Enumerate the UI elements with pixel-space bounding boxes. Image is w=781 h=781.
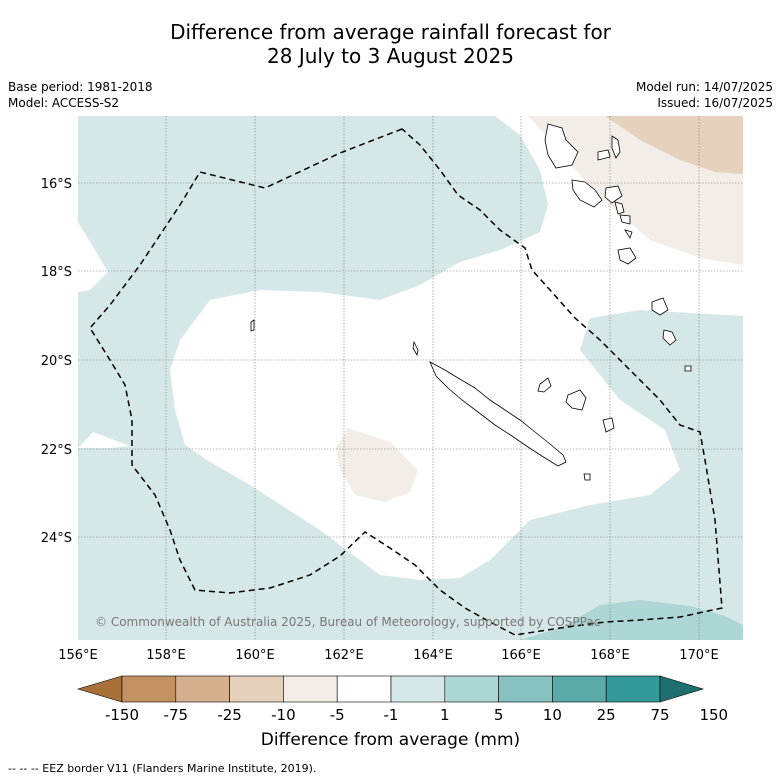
- map-area: © Commonwealth of Australia 2025, Bureau…: [78, 116, 743, 640]
- colorbar-tick-label: 5: [494, 706, 504, 724]
- lon-label-166e: 166°E: [501, 648, 541, 663]
- colorbar-cell: [175, 675, 230, 703]
- copyright-notice: © Commonwealth of Australia 2025, Bureau…: [95, 615, 600, 629]
- new-caledonia-main-island: [429, 361, 567, 467]
- colorbar-tick-label: -25: [217, 706, 242, 724]
- colorbar-tick-label: -75: [164, 706, 189, 724]
- colorbar-tick-label: 75: [650, 706, 669, 724]
- colorbar-arrow-left: [76, 675, 123, 703]
- white-notch-west-2: [78, 432, 130, 448]
- colorbar-tick-label: -5: [330, 706, 345, 724]
- graticule: [78, 116, 743, 640]
- colorbar-cell: [229, 675, 284, 703]
- colorbar: -150 -75 -25 -10 -5 -1 1 5 10 25 75 150: [76, 675, 728, 724]
- lon-label-156e: 156°E: [58, 648, 98, 663]
- title-line-2: 28 July to 3 August 2025: [267, 44, 514, 68]
- teal-region-west: [78, 116, 743, 640]
- vanuatu-islands: [544, 123, 692, 372]
- mare-island: [602, 417, 615, 433]
- dry-region-northeast-strong: [605, 116, 743, 174]
- colorbar-tick-label: -150: [105, 706, 139, 724]
- colorbar-tick-label: 25: [597, 706, 616, 724]
- lat-label-18s: 18°S: [41, 265, 72, 280]
- colorbar-cell: [498, 675, 553, 703]
- model-name: Model: ACCESS-S2: [8, 96, 120, 110]
- lon-label-170e: 170°E: [679, 648, 719, 663]
- white-notch-west-1: [78, 222, 108, 292]
- ouvea-island: [537, 377, 552, 393]
- lon-label-158e: 158°E: [146, 648, 186, 663]
- lon-label-164e: 164°E: [413, 648, 453, 663]
- dry-region-central: [336, 428, 418, 502]
- isle-of-pines: [583, 473, 591, 481]
- colorbar-cell: [121, 675, 177, 703]
- colorbar-arrow-right: [659, 675, 705, 703]
- colorbar-cell: [444, 675, 499, 703]
- lon-label-168e: 168°E: [590, 648, 630, 663]
- lon-label-162e: 162°E: [324, 648, 364, 663]
- eez-border-legend: -- -- -- EEZ border V11 (Flanders Marine…: [8, 762, 317, 775]
- chesterfield-islet: [250, 319, 255, 332]
- lat-label-20s: 20°S: [41, 354, 72, 369]
- colorbar-tick-label: 1: [440, 706, 450, 724]
- lon-label-160e: 160°E: [235, 648, 275, 663]
- lat-label-24s: 24°S: [41, 531, 72, 546]
- lat-label-22s: 22°S: [41, 443, 72, 458]
- colorbar-tick-label: 150: [699, 706, 728, 724]
- colorbar-cell: [283, 675, 338, 703]
- longitude-labels: 156°E 158°E 160°E 162°E 164°E 166°E 168°…: [58, 648, 719, 663]
- colorbar-title: Difference from average (mm): [260, 730, 521, 750]
- lat-label-16s: 16°S: [41, 177, 72, 192]
- colorbar-tick-label: -10: [271, 706, 296, 724]
- title-line-1: Difference from average rainfall forecas…: [170, 20, 611, 44]
- base-period: Base period: 1981-2018: [8, 80, 153, 94]
- model-run: Model run: 14/07/2025: [635, 80, 773, 94]
- colorbar-cell: [605, 675, 661, 703]
- belep-islands: [412, 340, 419, 357]
- colorbar-cell: [390, 675, 446, 703]
- colorbar-tick-label: 10: [543, 706, 562, 724]
- colorbar-tick-label: -1: [384, 706, 399, 724]
- eez-border: [89, 128, 723, 636]
- colorbar-cell: [552, 675, 607, 703]
- colorbar-cell: [336, 675, 392, 703]
- latitude-labels: 16°S 18°S 20°S 22°S 24°S: [41, 177, 72, 546]
- lifou-island: [565, 389, 587, 411]
- issued-date: Issued: 16/07/2025: [657, 96, 773, 110]
